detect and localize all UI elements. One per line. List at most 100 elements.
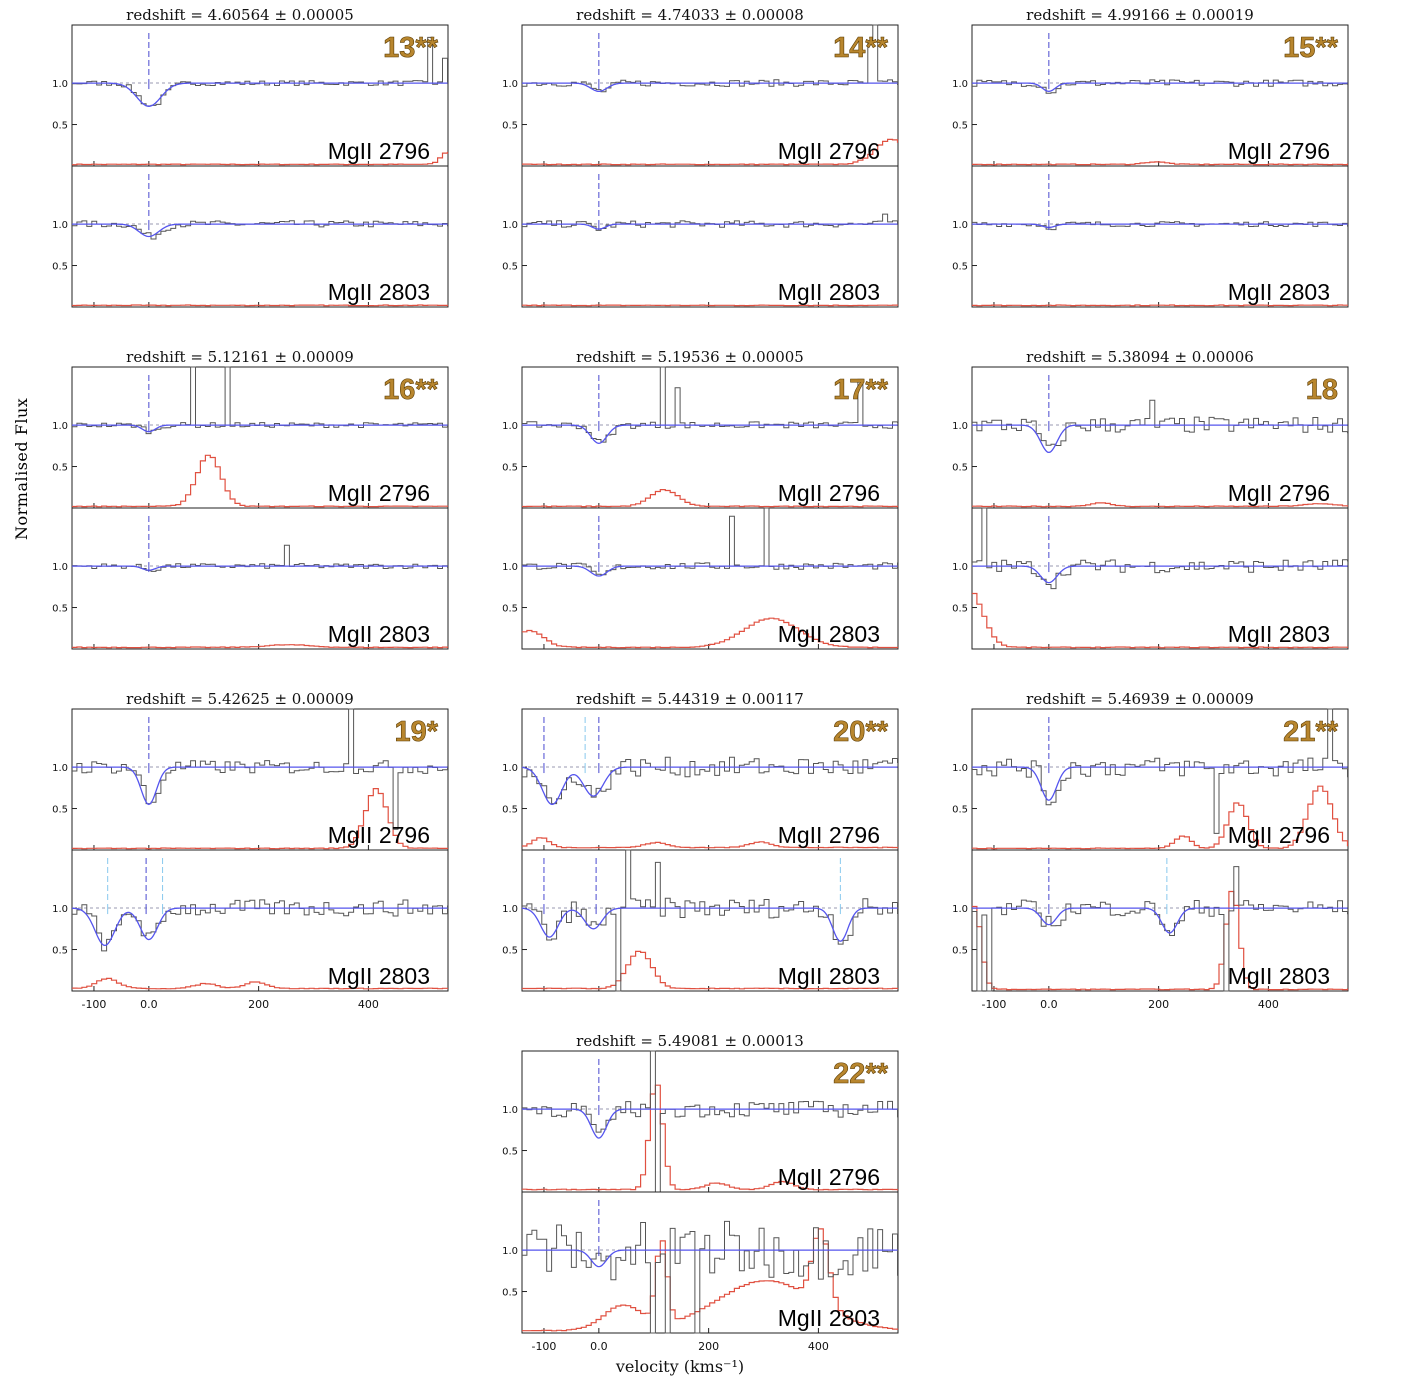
panel-17-bottom: 1.0 0.5 MgII 2803 — [502, 507, 899, 650]
voigt-fit — [72, 424, 448, 433]
x-tick-label: 0.0 — [140, 998, 158, 1011]
flux-spectrum — [972, 221, 1348, 231]
panel-13-top: 1.0 0.5 MgII 2796 13** — [52, 24, 449, 167]
line-label: MgII 2796 — [1228, 480, 1330, 506]
voigt-fit — [72, 82, 448, 107]
flux-spectrum — [522, 1050, 898, 1193]
absorber-id-label: 14** — [833, 32, 889, 64]
line-label: MgII 2803 — [778, 279, 880, 305]
error-spectrum — [522, 837, 899, 849]
voigt-fit — [972, 565, 1348, 584]
panel-19-top: 1.0 0.5 MgII 2796 19* — [52, 708, 449, 851]
x-tick-label: 400 — [1258, 998, 1279, 1011]
voigt-fit — [522, 424, 898, 444]
error-spectrum — [972, 502, 1349, 508]
line-label: MgII 2796 — [778, 480, 880, 506]
voigt-fit — [521, 907, 898, 942]
absorber-id-label: 20** — [833, 716, 889, 748]
panel-16-bottom: 1.0 0.5 MgII 2803 — [52, 507, 449, 650]
y-tick-label: 0.5 — [952, 946, 968, 957]
flux-spectrum — [72, 708, 448, 830]
voigt-fit — [72, 766, 448, 806]
axes-frame — [71, 849, 449, 992]
panel-22-top: 1.0 0.5 MgII 2796 22** — [502, 1050, 899, 1193]
y-tick-label: 0.5 — [52, 604, 68, 615]
line-label: MgII 2803 — [328, 279, 430, 305]
axes-frame — [521, 165, 899, 308]
x-tick-label: 0.0 — [1040, 998, 1058, 1011]
y-tick-label: 0.5 — [952, 463, 968, 474]
y-tick-label: 1.0 — [502, 562, 518, 573]
error-spectrum — [972, 785, 1349, 850]
axes-frame — [971, 849, 1349, 992]
x-tick-label: -100 — [81, 998, 106, 1011]
error-spectrum — [972, 890, 1349, 991]
x-tick-label: 200 — [1148, 998, 1169, 1011]
x-tick-label: -100 — [531, 1340, 556, 1353]
panel-14-bottom: 1.0 0.5 MgII 2803 — [502, 165, 899, 308]
error-spectrum — [972, 161, 1349, 166]
voigt-fit — [522, 565, 898, 577]
y-tick-label: 0.5 — [502, 463, 518, 474]
line-label: MgII 2796 — [328, 480, 430, 506]
error-spectrum — [972, 592, 1349, 649]
panel-18-top: 1.0 0.5 MgII 2796 18 — [952, 366, 1349, 509]
panel-16-top: 1.0 0.5 MgII 2796 16** — [52, 366, 449, 509]
x-tick-label: 400 — [358, 998, 379, 1011]
panel-19-bottom: 1.0 0.5 -100 0.0 200 400 MgII 2803 — [52, 849, 449, 1011]
voigt-fit — [972, 766, 1348, 801]
line-label: MgII 2803 — [778, 963, 880, 989]
y-tick-label: 1.0 — [502, 763, 518, 774]
panel-17-top: 1.0 0.5 MgII 2796 17** — [502, 366, 899, 509]
x-tick-label: -100 — [981, 998, 1006, 1011]
error-spectrum — [72, 454, 449, 508]
axes-frame — [521, 849, 899, 992]
y-tick-label: 0.5 — [502, 1147, 518, 1158]
panel-21-top: 1.0 0.5 MgII 2796 21** — [952, 708, 1349, 851]
absorber-id-label: 16** — [383, 374, 439, 406]
y-tick-label: 0.5 — [502, 262, 518, 273]
flux-spectrum — [522, 213, 898, 231]
y-tick-label: 0.5 — [52, 946, 68, 957]
y-tick-label: 0.5 — [502, 805, 518, 816]
y-tick-label: 0.5 — [52, 805, 68, 816]
line-label: MgII 2803 — [1228, 963, 1330, 989]
x-tick-label: 200 — [698, 1340, 719, 1353]
redshift-title: redshift = 5.46939 ± 0.00009 — [1026, 690, 1254, 708]
voigt-fit — [972, 223, 1348, 229]
y-tick-label: 1.0 — [952, 763, 968, 774]
error-spectrum — [522, 950, 899, 990]
panel-20-top: 1.0 0.5 MgII 2796 20** — [502, 708, 899, 851]
y-tick-label: 0.5 — [952, 604, 968, 615]
flux-spectrum — [522, 24, 898, 93]
y-tick-label: 1.0 — [502, 1246, 518, 1257]
flux-spectrum — [522, 849, 898, 992]
absorber-id-label: 21** — [1283, 716, 1339, 748]
y-tick-label: 0.5 — [502, 946, 518, 957]
y-tick-label: 1.0 — [52, 562, 68, 573]
voigt-fit — [522, 82, 898, 93]
error-spectrum — [72, 304, 449, 307]
axes-frame — [971, 507, 1349, 650]
panel-15-bottom: 1.0 0.5 MgII 2803 — [952, 165, 1349, 308]
error-spectrum — [972, 304, 1348, 307]
line-label: MgII 2796 — [1228, 822, 1330, 848]
line-label: MgII 2803 — [328, 621, 430, 647]
y-tick-label: 0.5 — [502, 1288, 518, 1299]
y-tick-label: 0.5 — [952, 262, 968, 273]
error-spectrum — [522, 617, 899, 649]
error-spectrum — [72, 151, 449, 166]
y-tick-label: 1.0 — [952, 79, 968, 90]
axes-frame — [521, 507, 899, 650]
voigt-fit — [72, 565, 448, 571]
error-spectrum — [522, 1084, 899, 1191]
y-tick-label: 1.0 — [52, 79, 68, 90]
error-spectrum — [522, 304, 899, 307]
redshift-title: redshift = 5.42625 ± 0.00009 — [126, 690, 354, 708]
redshift-title: redshift = 4.99166 ± 0.00019 — [1026, 6, 1254, 24]
panel-21-bottom: 1.0 0.5 -100 0.0 200 400 MgII 2803 — [952, 849, 1349, 1011]
panel-15-top: 1.0 0.5 MgII 2796 15** — [952, 24, 1349, 167]
absorber-id-label: 19* — [394, 716, 438, 748]
redshift-title: redshift = 5.49081 ± 0.00013 — [576, 1032, 804, 1050]
